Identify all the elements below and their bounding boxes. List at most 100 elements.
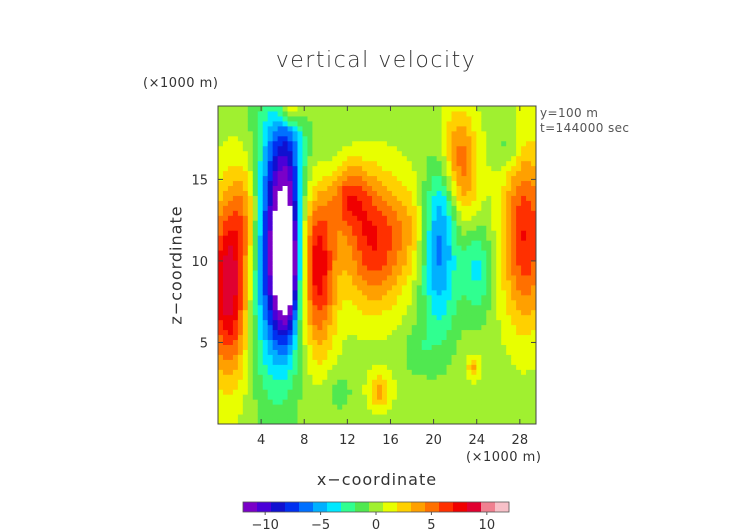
heatmap-cell	[456, 205, 462, 211]
heatmap-cell	[287, 245, 294, 251]
heatmap-cell	[272, 260, 279, 266]
heatmap-cell	[282, 190, 289, 196]
heatmap-cell	[471, 314, 477, 321]
heatmap-cell	[292, 140, 298, 147]
heatmap-cell	[396, 155, 403, 162]
heatmap-cell	[267, 210, 274, 216]
heatmap-cell	[451, 165, 457, 172]
heatmap-cell	[476, 269, 482, 276]
heatmap-cell	[347, 205, 353, 211]
heatmap-cell	[347, 299, 353, 306]
heatmap-cell	[496, 160, 502, 167]
heatmap-cell	[511, 344, 517, 350]
heatmap-cell	[317, 245, 323, 251]
heatmap-cell	[426, 230, 433, 236]
heatmap-cell	[307, 190, 313, 196]
heatmap-cell	[252, 354, 259, 360]
heatmap-cell	[287, 409, 294, 415]
heatmap-cell	[377, 399, 383, 405]
heatmap-cell	[377, 334, 383, 341]
heatmap-cell	[282, 220, 289, 226]
heatmap-cell	[347, 185, 353, 191]
heatmap-cell	[521, 334, 527, 341]
heatmap-cell	[381, 255, 388, 261]
heatmap-cell	[312, 274, 318, 281]
heatmap-cell	[267, 364, 274, 370]
heatmap-cell	[302, 404, 308, 410]
heatmap-cell	[516, 250, 522, 256]
heatmap-cell	[232, 309, 239, 316]
heatmap-cell	[426, 294, 433, 301]
heatmap-cell	[372, 389, 378, 395]
heatmap-cell	[421, 419, 428, 424]
heatmap-cell	[237, 265, 244, 271]
heatmap-cell	[471, 369, 477, 375]
heatmap-cell	[247, 140, 254, 147]
colorbar-swatch	[313, 502, 328, 512]
heatmap-cell	[521, 106, 527, 112]
heatmap-cell	[436, 294, 443, 301]
heatmap-cell	[262, 279, 269, 286]
heatmap-cell	[401, 220, 408, 226]
heatmap-cell	[242, 309, 249, 316]
heatmap-cell	[312, 215, 318, 221]
heatmap-cell	[227, 314, 234, 321]
heatmap-cell	[406, 175, 413, 182]
heatmap-cell	[347, 274, 353, 281]
heatmap-cell	[406, 170, 413, 177]
heatmap-cell	[232, 394, 239, 400]
heatmap-cell	[511, 269, 517, 276]
heatmap-cell	[337, 250, 343, 256]
heatmap-cell	[232, 265, 239, 271]
heatmap-cell	[302, 319, 308, 326]
heatmap-cell	[526, 319, 532, 326]
heatmap-cell	[232, 379, 239, 385]
heatmap-cell	[481, 210, 487, 216]
heatmap-cell	[232, 110, 239, 117]
heatmap-cell	[247, 106, 254, 112]
heatmap-cell	[287, 210, 294, 216]
heatmap-cell	[287, 304, 294, 311]
heatmap-cell	[476, 299, 482, 306]
heatmap-cell	[456, 185, 462, 191]
heatmap-cell	[391, 364, 398, 370]
heatmap-cell	[362, 319, 368, 326]
heatmap-cell	[446, 324, 453, 331]
heatmap-cell	[342, 200, 348, 206]
heatmap-cell	[322, 120, 328, 127]
heatmap-cell	[501, 344, 507, 350]
heatmap-cell	[247, 200, 254, 206]
heatmap-cell	[342, 190, 348, 196]
heatmap-cell	[342, 314, 348, 321]
heatmap-cell	[267, 349, 274, 355]
heatmap-cell	[461, 180, 467, 186]
heatmap-cell	[381, 324, 388, 331]
heatmap-cell	[367, 245, 373, 251]
heatmap-cell	[526, 309, 532, 316]
heatmap-cell	[317, 225, 323, 231]
heatmap-cell	[297, 404, 303, 410]
heatmap-cell	[332, 260, 338, 266]
heatmap-cell	[247, 299, 254, 306]
heatmap-cell	[362, 329, 368, 336]
heatmap-cell	[357, 294, 363, 301]
heatmap-cell	[218, 155, 224, 162]
heatmap-cell	[377, 364, 383, 370]
heatmap-cell	[441, 160, 448, 167]
heatmap-cell	[531, 165, 536, 172]
heatmap-cell	[272, 389, 279, 395]
heatmap-cell	[391, 255, 398, 261]
heatmap-cell	[416, 175, 423, 182]
heatmap-cell	[441, 314, 448, 321]
heatmap-cell	[456, 354, 462, 360]
heatmap-cell	[381, 106, 388, 112]
heatmap-cell	[511, 245, 517, 251]
heatmap-cell	[511, 195, 517, 201]
heatmap-cell	[257, 324, 264, 331]
heatmap-cell	[441, 185, 448, 191]
heatmap-cell	[372, 155, 378, 162]
heatmap-cell	[332, 125, 338, 132]
heatmap-cell	[317, 409, 323, 415]
heatmap-cell	[332, 185, 338, 191]
heatmap-cell	[372, 106, 378, 112]
